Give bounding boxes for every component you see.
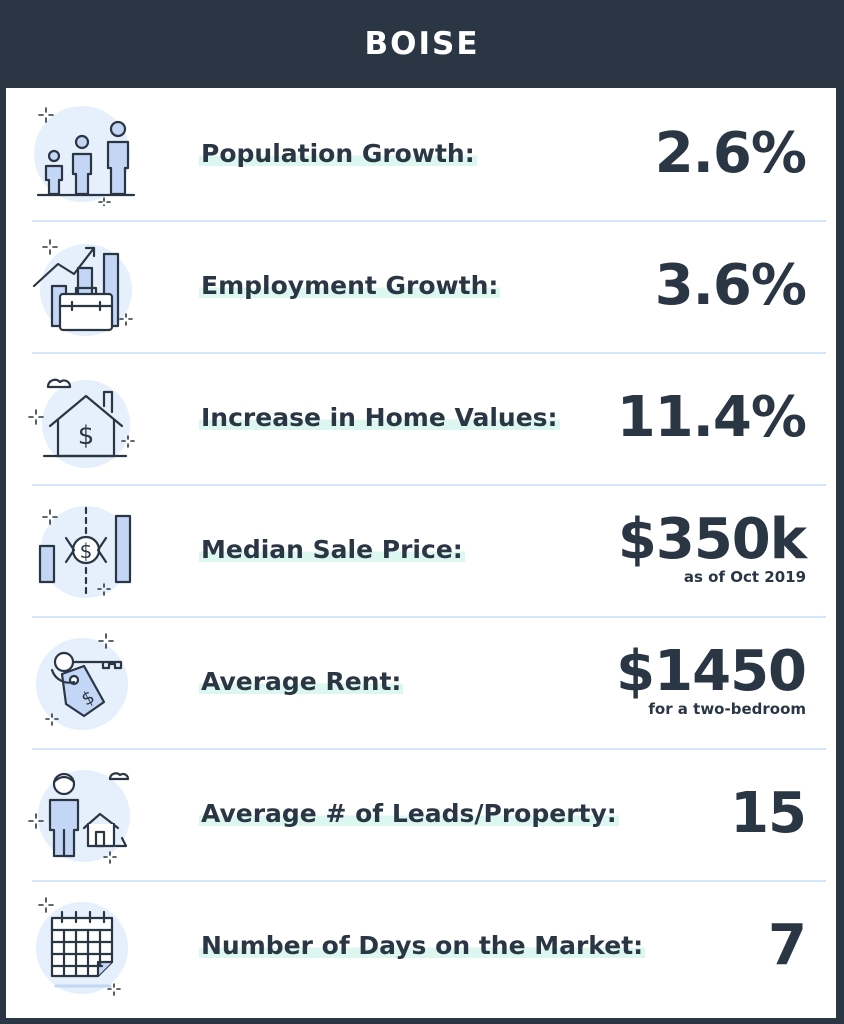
stat-row-median-price: $ Median Sale Price: $350k as of Oct 201… xyxy=(6,484,836,616)
stat-label: Average Rent: xyxy=(199,667,404,697)
stat-value: 3.6% xyxy=(654,253,807,318)
header: BOISE xyxy=(0,0,844,88)
stat-value: 7 xyxy=(768,913,807,978)
calendar-icon xyxy=(26,894,138,998)
stat-value: 11.4% xyxy=(616,385,807,450)
stat-row-population: Population Growth: 2.6% xyxy=(6,88,836,220)
stat-value: 2.6% xyxy=(654,121,807,186)
stat-note: for a two-bedroom xyxy=(648,700,806,718)
stats-panel: Population Growth: 2.6% xyxy=(6,88,836,1018)
house-dollar-icon: $ xyxy=(26,366,138,470)
stat-value: $1450 xyxy=(616,639,807,704)
city-title: BOISE xyxy=(364,26,480,62)
stat-label: Average # of Leads/Property: xyxy=(199,799,619,829)
stat-label: Number of Days on the Market: xyxy=(199,931,646,961)
stat-label: Employment Growth: xyxy=(199,271,501,301)
person-house-icon xyxy=(26,762,138,866)
stat-row-home-values: $ Increase in Home Values: 11.4% xyxy=(6,352,836,484)
stat-note: as of Oct 2019 xyxy=(683,568,806,586)
stat-label: Increase in Home Values: xyxy=(199,403,560,433)
stat-row-leads: Average # of Leads/Property: 15 xyxy=(6,748,836,880)
stat-row-average-rent: $ Average Rent: $1450 for a two-bedroom xyxy=(6,616,836,748)
stat-row-employment: Employment Growth: 3.6% xyxy=(6,220,836,352)
family-icon xyxy=(26,102,138,206)
briefcase-chart-icon xyxy=(26,234,138,338)
stat-label: Population Growth: xyxy=(199,139,477,169)
stat-value: 15 xyxy=(730,781,807,846)
svg-text:$: $ xyxy=(78,421,95,451)
svg-text:$: $ xyxy=(80,539,93,563)
stat-value: $350k xyxy=(617,507,807,572)
stat-label: Median Sale Price: xyxy=(199,535,465,565)
stat-row-days-on-market: Number of Days on the Market: 7 xyxy=(6,880,836,1012)
key-tag-icon: $ xyxy=(26,630,138,734)
price-bars-icon: $ xyxy=(26,498,138,602)
